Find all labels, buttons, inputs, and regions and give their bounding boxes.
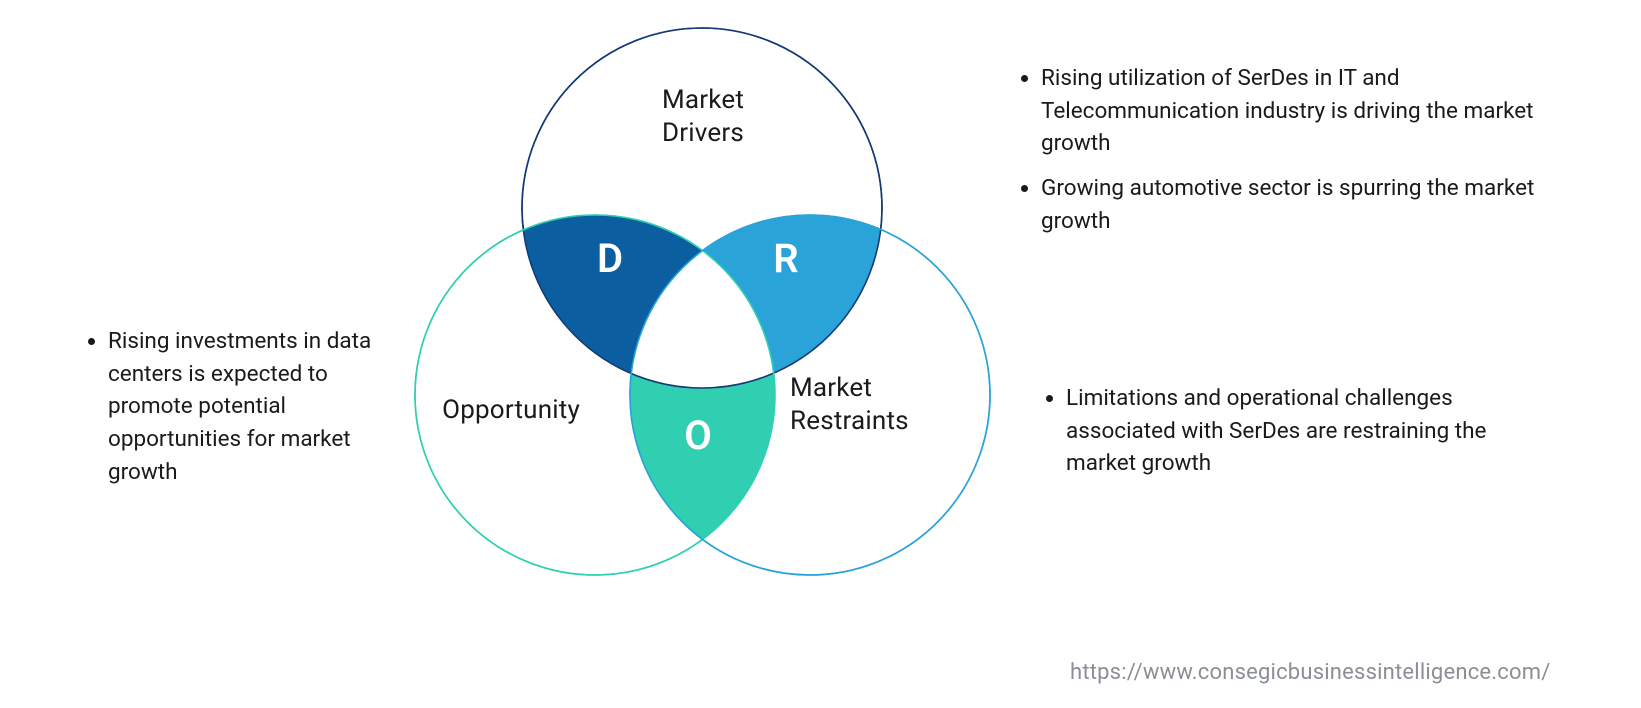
bullets-opportunity-item: Rising investments in data centers is ex… (108, 325, 408, 488)
bullets-opportunity: Rising investments in data centers is ex… (82, 325, 408, 500)
venn-label-restraints-l1: Market (790, 373, 872, 403)
venn-label-restraints-l2: Restraints (790, 406, 909, 436)
venn-letter-O: O (668, 412, 728, 459)
venn-letter-R: R (756, 235, 816, 282)
source-url: https://www.consegicbusinessintelligence… (1070, 660, 1551, 685)
venn-label-restraints: Market Restraints (790, 372, 1010, 437)
venn-letter-D: D (580, 235, 640, 282)
bullets-restraints: Limitations and operational challenges a… (1040, 382, 1496, 492)
venn-label-drivers: Market Drivers (593, 84, 813, 149)
venn-label-drivers-l1: Market (662, 85, 744, 115)
bullets-restraints-item: Limitations and operational challenges a… (1066, 382, 1496, 480)
venn-label-drivers-l2: Drivers (662, 118, 744, 148)
bullets-drivers-item: Growing automotive sector is spurring th… (1041, 172, 1541, 237)
bullets-drivers-item: Rising utilization of SerDes in IT and T… (1041, 62, 1541, 160)
bullets-drivers: Rising utilization of SerDes in IT and T… (1015, 62, 1541, 249)
venn-infographic: Market Drivers Opportunity Market Restra… (0, 0, 1641, 708)
